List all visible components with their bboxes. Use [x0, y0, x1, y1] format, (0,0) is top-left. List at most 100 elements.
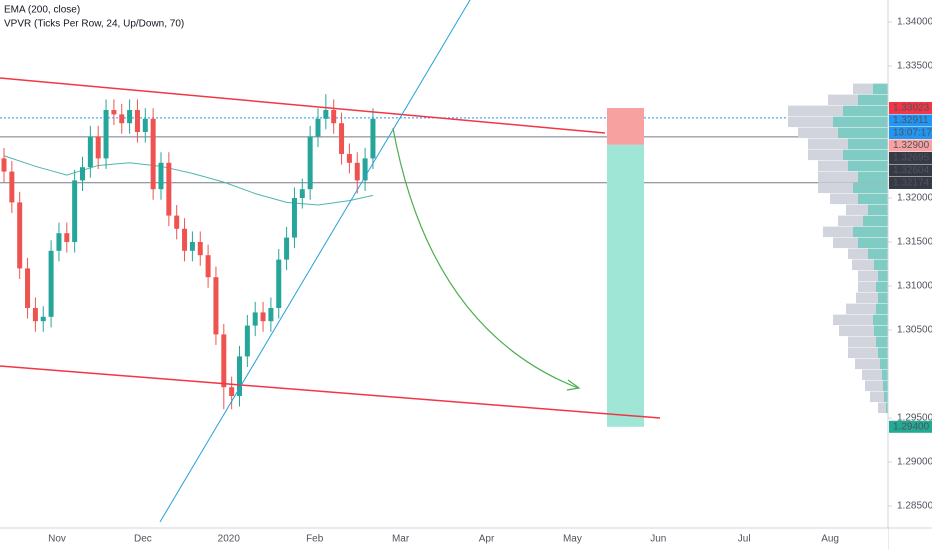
forecast-arrow: [392, 127, 579, 389]
volume-up: [858, 171, 888, 183]
candle-body: [331, 110, 337, 124]
candle-body: [362, 158, 368, 181]
volume-up: [868, 204, 888, 216]
volume-down: [808, 149, 843, 161]
candle-body: [87, 136, 93, 168]
volume-down: [788, 105, 843, 117]
volume-down: [798, 127, 838, 139]
candle-body: [174, 215, 180, 229]
price-badge: [889, 114, 932, 127]
candle-body: [213, 277, 219, 335]
volume-up: [858, 237, 888, 249]
volume-up: [878, 292, 888, 304]
price-badge: [889, 420, 932, 433]
price-badge-label: 1.32695: [893, 153, 930, 164]
price-badge-label: 1.29400: [893, 421, 930, 432]
volume-up: [874, 325, 888, 337]
volume-up: [848, 138, 888, 150]
candle-body: [48, 250, 54, 317]
volume-up: [853, 182, 888, 194]
volume-up: [843, 105, 888, 117]
volume-up: [833, 116, 888, 128]
target-zone: [607, 144, 644, 427]
candle-body: [95, 136, 101, 159]
y-tick-label: 1.33500: [897, 61, 932, 72]
channel-lower: [0, 365, 661, 419]
price-badge-label: 1.33023: [893, 103, 930, 114]
price-badge: [889, 151, 932, 164]
volume-down: [833, 314, 873, 326]
ema-line: [3, 155, 374, 206]
candle-body: [276, 259, 282, 308]
volume-down: [848, 336, 876, 348]
volume-up: [863, 215, 888, 227]
x-tick-label: Apr: [479, 534, 495, 545]
candle-body: [158, 162, 164, 190]
candle-body: [370, 118, 376, 159]
volume-down: [833, 237, 858, 249]
candle-body: [323, 110, 329, 119]
volume-down: [808, 138, 848, 150]
x-tick-label: Dec: [134, 534, 152, 545]
price-badge: [889, 126, 932, 139]
candle-body: [354, 162, 360, 181]
volume-up: [876, 336, 888, 348]
volume-down: [823, 226, 853, 238]
y-tick-label: 1.29000: [897, 457, 932, 468]
volume-down: [830, 193, 858, 205]
candle-body: [1, 158, 7, 172]
volume-up: [876, 281, 888, 293]
candle-body: [103, 110, 109, 159]
volume-down: [788, 116, 833, 128]
volume-down: [862, 369, 882, 381]
candle-body: [252, 312, 258, 326]
volume-down: [856, 292, 878, 304]
price-badge: [889, 164, 932, 177]
volume-up: [858, 94, 888, 106]
volume-down: [846, 204, 868, 216]
volume-up: [883, 380, 888, 392]
x-tick-label: Jun: [650, 534, 666, 545]
volume-up: [884, 391, 888, 403]
volume-up: [873, 83, 888, 95]
time-axis: [0, 528, 888, 550]
x-tick-label: Jul: [738, 534, 751, 545]
volume-up: [878, 270, 888, 282]
price-badge-label: 13:07:17: [893, 128, 932, 139]
y-tick-label: 1.31500: [897, 237, 932, 248]
candle-body: [40, 316, 46, 322]
candle-body: [25, 268, 31, 308]
volume-up: [886, 402, 888, 414]
volume-down: [818, 182, 853, 194]
volume-up: [843, 149, 888, 161]
candle-body: [284, 237, 290, 260]
volume-up: [873, 314, 888, 326]
candle-body: [182, 228, 188, 251]
price-badge-label: 1.32900: [893, 140, 930, 151]
volume-up: [868, 248, 888, 260]
y-tick-label: 1.31000: [897, 281, 932, 292]
trend-line: [159, 0, 471, 523]
candle-body: [9, 171, 15, 203]
candle-body: [64, 233, 70, 242]
candle-body: [346, 154, 352, 163]
volume-down: [870, 391, 884, 403]
y-tick-label: 1.32000: [897, 193, 932, 204]
volume-down: [858, 281, 876, 293]
candle-body: [229, 387, 235, 396]
x-tick-label: Mar: [392, 534, 410, 545]
candle-body: [142, 118, 148, 132]
candle-body: [189, 242, 195, 251]
price-badge: [889, 101, 932, 114]
arrow-head: [566, 379, 581, 391]
price-badge-label: 1.32174: [893, 178, 930, 189]
volume-down: [858, 270, 878, 282]
price-badge-label: 1.32911: [893, 115, 929, 126]
candle-body: [244, 325, 250, 357]
candle-body: [72, 180, 78, 242]
candle-body: [56, 233, 62, 251]
y-tick-label: 1.30500: [897, 325, 932, 336]
volume-up: [838, 127, 888, 139]
volume-down: [828, 94, 858, 106]
